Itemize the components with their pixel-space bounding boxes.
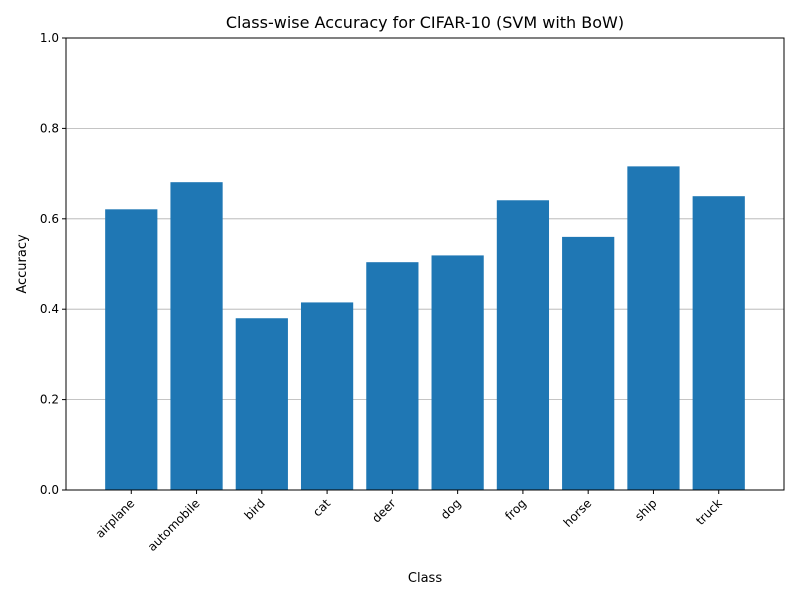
y-tick-label: 0.6: [40, 212, 59, 226]
x-axis-label: Class: [408, 571, 442, 586]
y-axis-ticks: 0.0 0.2 0.4 0.6 0.8 1.0: [40, 31, 66, 497]
bar-ship: [627, 166, 680, 491]
y-tick-label: 0.4: [40, 302, 59, 316]
plot-frame: [65, 37, 785, 491]
bar-deer: [366, 262, 419, 490]
chart-title: Class-wise Accuracy for CIFAR-10 (SVM wi…: [226, 13, 624, 32]
y-tick-label: 1.0: [40, 31, 59, 45]
y-tick-label: 0.0: [40, 483, 59, 497]
bar-bird: [235, 318, 288, 490]
bar-automobile: [170, 182, 223, 491]
bar-frog: [496, 200, 550, 490]
bar-airplane: [105, 209, 158, 491]
bar-truck: [692, 196, 745, 490]
y-tick-label: 0.8: [40, 121, 59, 135]
y-axis-label: Accuracy: [15, 234, 30, 294]
bar-horse: [562, 236, 615, 490]
bar-dog: [431, 255, 484, 490]
bar-cat: [300, 302, 354, 490]
bars: [105, 166, 745, 491]
y-tick-label: 0.2: [40, 393, 59, 407]
